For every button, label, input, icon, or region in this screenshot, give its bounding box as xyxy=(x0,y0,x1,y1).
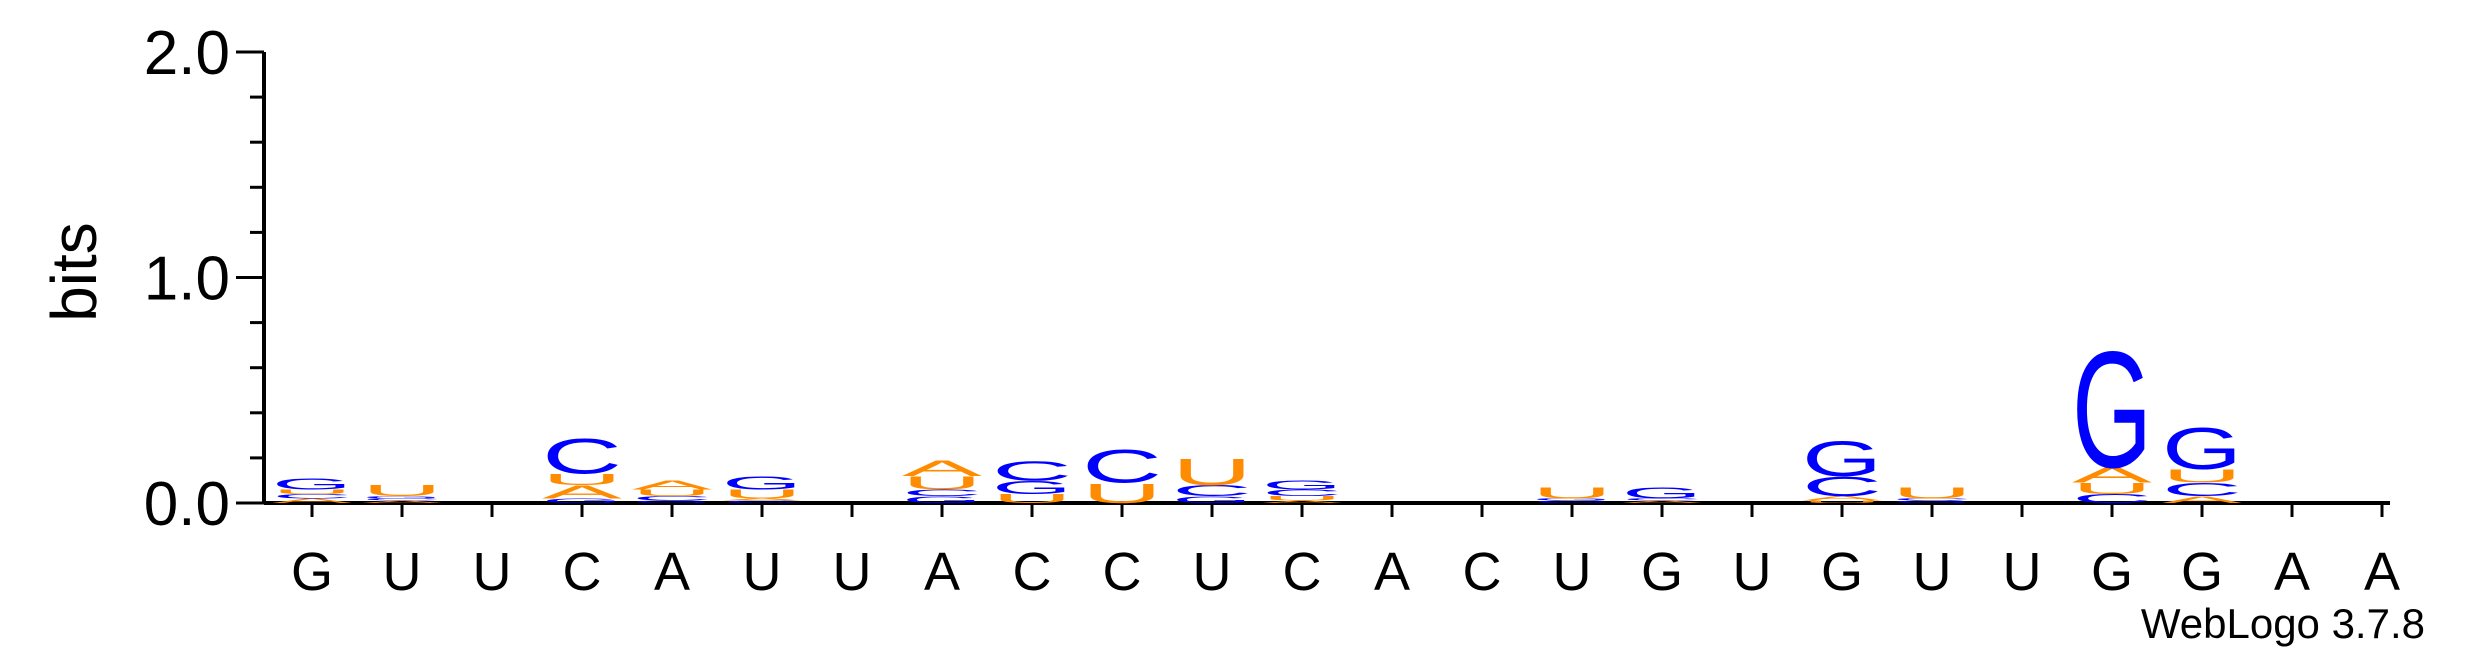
x-tick-label: G xyxy=(291,542,333,602)
logo-letter-C: C xyxy=(722,500,802,503)
logo-letter-C: C xyxy=(1082,440,1162,493)
logo-letter-A: A xyxy=(722,498,803,501)
x-tick-label: G xyxy=(2181,542,2223,602)
logo-letter-U: U xyxy=(902,473,982,494)
logo-letter-G: G xyxy=(272,475,352,493)
logo-letter-U: U xyxy=(542,471,622,489)
logo-letter-G: G xyxy=(542,497,622,504)
logo-letter-G: G xyxy=(2072,318,2152,503)
logo-letter-U: U xyxy=(1802,500,1882,503)
x-tick-label: U xyxy=(1553,542,1592,602)
logo-letter-G: G xyxy=(902,495,982,505)
logo-letter-A: A xyxy=(2162,495,2243,505)
logo-letter-U: U xyxy=(1172,452,1252,494)
x-tick-label: C xyxy=(1283,542,1322,602)
x-tick-label: A xyxy=(1374,542,1410,602)
logo-letter-U: U xyxy=(362,482,442,500)
x-tick-label: C xyxy=(1463,542,1502,602)
logo-letter-A: A xyxy=(1622,500,1703,503)
x-tick-label: G xyxy=(1821,542,1863,602)
logo-letter-G: G xyxy=(1892,500,1972,503)
logo-letter-U: U xyxy=(722,487,802,501)
x-tick-label: U xyxy=(1913,542,1952,602)
x-tick-label: U xyxy=(473,542,512,602)
logo-letter-U: U xyxy=(1532,484,1612,502)
logo-letter-C: C xyxy=(1262,488,1342,498)
x-tick-label: U xyxy=(1193,542,1232,602)
logo-letter-U: U xyxy=(272,488,352,495)
logo-letter-U: U xyxy=(992,492,1072,506)
logo-letter-C: C xyxy=(272,493,352,500)
x-tick-label: C xyxy=(1013,542,1052,602)
logo-letter-A: A xyxy=(1262,500,1343,503)
logo-letter-U: U xyxy=(632,488,712,498)
logo-letter-G: G xyxy=(722,473,802,494)
weblogo-credit: WebLogo 3.7.8 xyxy=(2141,600,2425,647)
x-tick-label: G xyxy=(2091,542,2133,602)
logo-letter-C: C xyxy=(1802,471,1882,503)
x-tick-label: A xyxy=(924,542,960,602)
x-tick-label: C xyxy=(1103,542,1142,602)
logo-letter-U: U xyxy=(1082,477,1162,509)
logo-letter-G: G xyxy=(1622,484,1702,502)
logo-letter-A: A xyxy=(2072,463,2153,488)
x-tick-label: A xyxy=(2364,542,2400,602)
logo-letter-G: G xyxy=(2162,416,2242,482)
logo-letter-G: G xyxy=(1802,430,1882,486)
x-tick-label: U xyxy=(743,542,782,602)
x-tick-label: A xyxy=(2274,542,2310,602)
x-tick-label: U xyxy=(2003,542,2042,602)
logo-letter-C: C xyxy=(992,455,1072,487)
logo-letter-G: G xyxy=(992,477,1072,498)
logo-letter-U: U xyxy=(1262,495,1342,502)
y-axis-label: bits xyxy=(38,222,110,322)
logo-letter-A: A xyxy=(632,478,713,492)
logo-letter-U: U xyxy=(1892,484,1972,502)
axes: 0.0 1.0 2.0 xyxy=(144,19,2390,539)
logo-letter-C: C xyxy=(902,488,982,498)
logo-letter-A: A xyxy=(902,456,983,481)
x-tick-label: U xyxy=(383,542,422,602)
logo-letter-G: G xyxy=(1172,495,1252,505)
logo-letter-U: U xyxy=(2162,466,2242,487)
x-tick-label: U xyxy=(833,542,872,602)
y-tick-label: 1.0 xyxy=(144,245,230,314)
logo-letter-G: G xyxy=(1262,478,1342,492)
logo-letter-C: C xyxy=(1532,500,1612,503)
logo-letter-C: C xyxy=(2162,480,2242,501)
logo-letter-A: A xyxy=(542,482,622,503)
logo-letter-G: G xyxy=(362,496,442,499)
logo-letter-U: U xyxy=(2072,480,2152,498)
logo-letter-G: G xyxy=(1532,498,1612,501)
x-tick-label: A xyxy=(654,542,690,602)
logo-letter-C: C xyxy=(1172,482,1252,500)
x-tick-label: G xyxy=(1641,542,1683,602)
logo-letter-C: C xyxy=(632,495,712,502)
x-tick-label: U xyxy=(1733,542,1772,602)
logo-letter-C: C xyxy=(1892,498,1972,501)
y-tick-label: 0.0 xyxy=(144,470,230,539)
y-tick-label: 2.0 xyxy=(144,19,230,88)
logo-letter-A: A xyxy=(362,500,443,503)
logo-letter-A: A xyxy=(272,497,353,504)
logo-letter-C: C xyxy=(1622,498,1702,501)
logo-letter-C: C xyxy=(542,428,622,484)
x-tick-label: C xyxy=(563,542,602,602)
logo-letter-C: C xyxy=(362,498,442,501)
logo-letter-G: G xyxy=(632,500,712,503)
logo-letter-C: C xyxy=(2072,492,2152,506)
logo-letter-A: A xyxy=(1802,495,1883,502)
